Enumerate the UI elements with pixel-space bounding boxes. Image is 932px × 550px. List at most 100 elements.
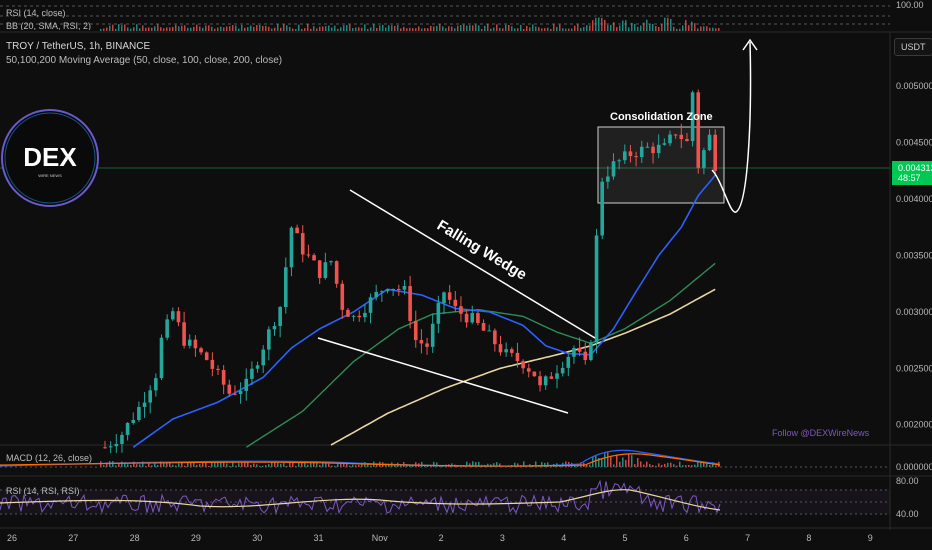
candle-body (549, 376, 554, 379)
macd-hist-bar (694, 464, 696, 467)
top-hist-bar (679, 28, 681, 31)
macd-hist-bar (691, 465, 693, 467)
top-hist-bar (298, 24, 300, 31)
candle-body (142, 402, 147, 407)
top-hist-bar (292, 28, 294, 31)
macd-hist-bar (637, 457, 639, 467)
macd-hist-bar (565, 461, 567, 467)
macd-hist-bar (709, 465, 711, 467)
candle-body (363, 312, 367, 318)
top-hist-bar (235, 25, 237, 31)
macd-hist-bar (685, 465, 687, 467)
top-hist-bar (460, 25, 462, 31)
macd-hist-bar (199, 463, 201, 467)
top-hist-bar (286, 25, 288, 31)
top-hist-bar (415, 28, 417, 31)
macd-label[interactable]: MACD (12, 26, close) (6, 453, 93, 463)
wedge-upper-line[interactable] (349, 189, 596, 339)
candle-body (690, 92, 695, 142)
macd-hist-bar (232, 461, 234, 467)
rsi-label[interactable]: RSI (14, RSI, RSI) (6, 486, 80, 496)
top-hist-bar (121, 25, 123, 31)
candle-body (651, 146, 655, 154)
top-hist-bar (451, 26, 453, 31)
top-hist-bar (433, 26, 435, 31)
top-hist-bar (436, 25, 438, 31)
macd-hist-bar (322, 463, 324, 467)
macd-hist-bar (256, 464, 258, 467)
top-hist-bar (109, 25, 111, 31)
top-hist-bar (562, 28, 564, 31)
top-hist-bar (118, 24, 120, 31)
candle-body (351, 315, 356, 317)
top-hist-bar (370, 27, 372, 31)
candle-body (487, 330, 491, 332)
macd-hist-bar (325, 463, 327, 467)
top-hist-bar (427, 28, 429, 31)
top-hist-bar (484, 25, 486, 31)
top-hist-bar (454, 28, 456, 31)
macd-hist-bar (706, 463, 708, 467)
candle-body (425, 343, 429, 347)
top-hist-bar (619, 25, 621, 31)
macd-tick: 0.000000 (896, 462, 932, 472)
macd-hist-bar (697, 461, 699, 467)
price-axis[interactable]: 0.005000 0.004500 0.004000 0.003500 0.003000… (896, 81, 932, 430)
candle-body (374, 291, 378, 298)
candle-body (634, 156, 638, 158)
top-hist-bar (604, 19, 606, 31)
top-hist-bar (214, 28, 216, 31)
macd-hist-bar (376, 463, 378, 467)
top-hist-bar (661, 24, 663, 31)
top-hist-bar (385, 27, 387, 31)
y-tick-label: 0.004000 (896, 194, 932, 204)
top-hist-bar (571, 28, 573, 31)
macd-hist-bar (307, 464, 309, 467)
y-tick-label: 0.002000 (896, 420, 932, 430)
macd-hist-bar (703, 462, 705, 467)
candle-body (244, 378, 249, 391)
top-hist-bar (514, 28, 516, 31)
x-tick-label: 2 (439, 533, 444, 543)
candle-body (289, 227, 294, 268)
top-hist-bar (295, 28, 297, 31)
top-hist-bar (361, 27, 363, 31)
wedge-lower-line[interactable] (317, 337, 569, 414)
time-axis[interactable]: 26 27 28 29 30 31 Nov 2 3 4 5 6 7 8 9 (7, 533, 873, 543)
macd-hist-bar (517, 463, 519, 467)
top-hist-bar (124, 24, 126, 31)
x-tick-label: 27 (68, 533, 78, 543)
macd-hist-bar (472, 461, 474, 467)
top-hist-bar (634, 23, 636, 31)
top-hist-bar (517, 28, 519, 31)
macd-hist-bar (142, 461, 144, 467)
macd-hist-bar (598, 457, 600, 467)
macd-hist-bar (151, 465, 153, 467)
candle-body (159, 337, 164, 379)
candle-body (419, 340, 424, 344)
logo-text: DEX (23, 142, 77, 172)
top-hist-bar (400, 28, 402, 31)
macd-hist-bar (154, 462, 156, 467)
candle-body (317, 260, 322, 279)
candle-body (357, 315, 362, 318)
candle-body (481, 322, 486, 331)
currency-button[interactable]: USDT (894, 38, 932, 56)
top-hist-bar (127, 27, 129, 31)
projection-arrow[interactable] (711, 41, 752, 213)
macd-hist-bar (190, 461, 192, 467)
macd-hist-bar (544, 462, 546, 467)
candle-body (679, 134, 684, 140)
top-hist-bar (607, 24, 609, 31)
top-hist-bar (154, 26, 156, 31)
x-tick-label: 5 (622, 533, 627, 543)
top-hist-bar (553, 24, 555, 31)
macd-hist-bar (625, 460, 627, 467)
ma-legend[interactable]: 50,100,200 Moving Average (50, close, 10… (6, 55, 283, 66)
macd-hist-bar (547, 462, 549, 467)
candle-body (668, 134, 672, 144)
pair-title[interactable]: TROY / TetherUS, 1h, BINANCE (6, 41, 151, 52)
top-hist-bar (253, 26, 255, 31)
macd-hist-bar (652, 465, 654, 467)
